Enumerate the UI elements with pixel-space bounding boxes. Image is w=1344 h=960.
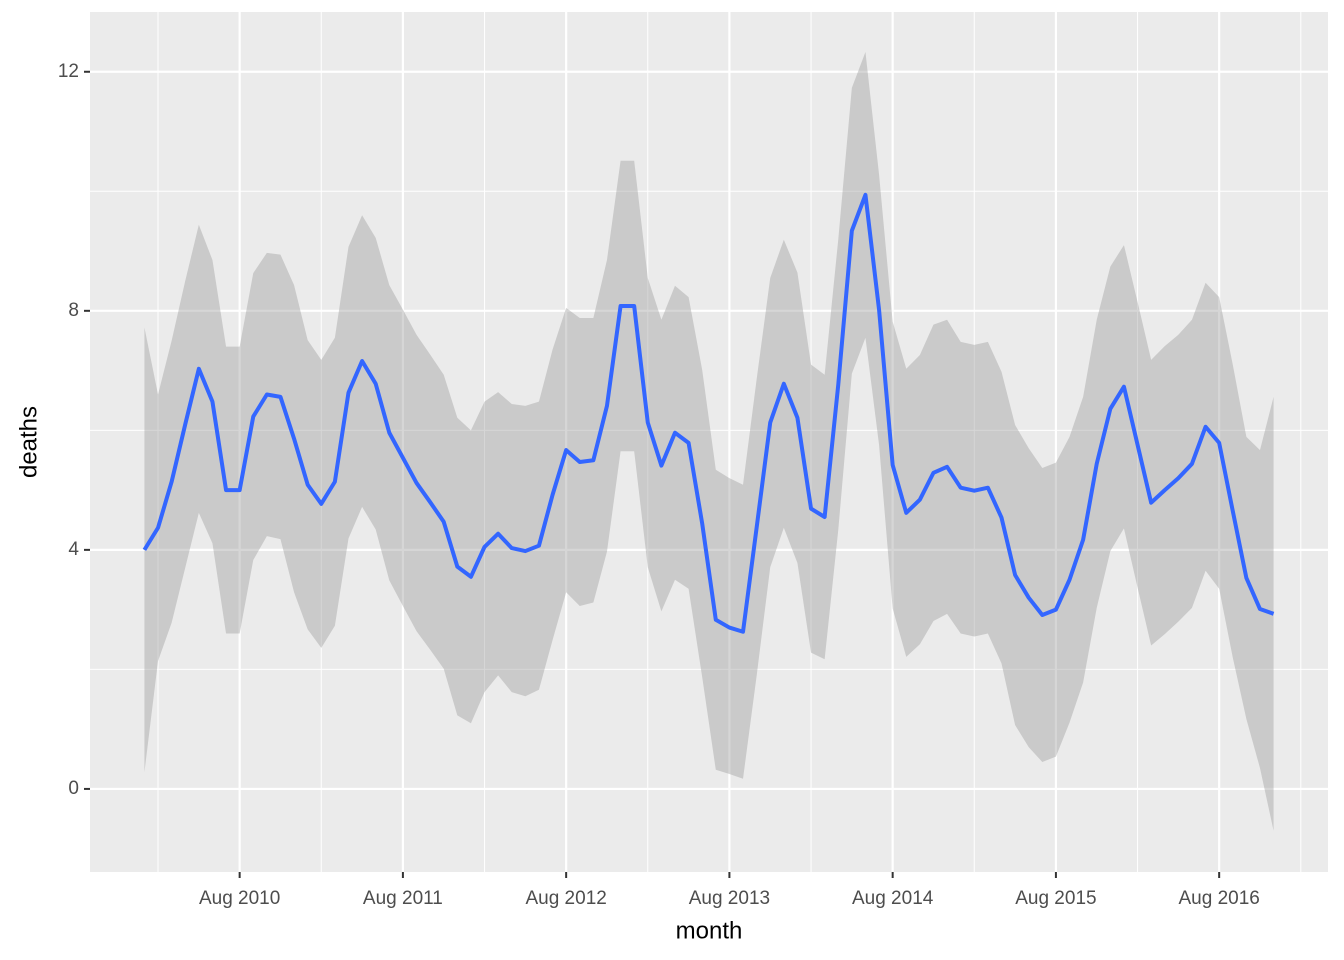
- x-tick-label: Aug 2010: [199, 888, 280, 909]
- x-tick-label: Aug 2012: [525, 888, 606, 909]
- y-tick-label: 4: [68, 539, 79, 560]
- x-tick-label: Aug 2014: [852, 888, 934, 909]
- x-tick-label: Aug 2013: [689, 888, 770, 909]
- y-tick-label: 12: [58, 61, 79, 82]
- x-tick-label: Aug 2015: [1015, 888, 1096, 909]
- y-tick-label: 0: [68, 778, 79, 799]
- line: [142, 192, 1275, 634]
- y-axis-title: deaths: [15, 406, 42, 478]
- x-axis-title: month: [676, 917, 743, 944]
- confidence-band: [144, 52, 1274, 831]
- y-tick-label: 8: [68, 300, 79, 321]
- x-tick-label: Aug 2011: [363, 888, 443, 909]
- x-tick-label: Aug 2016: [1178, 888, 1259, 909]
